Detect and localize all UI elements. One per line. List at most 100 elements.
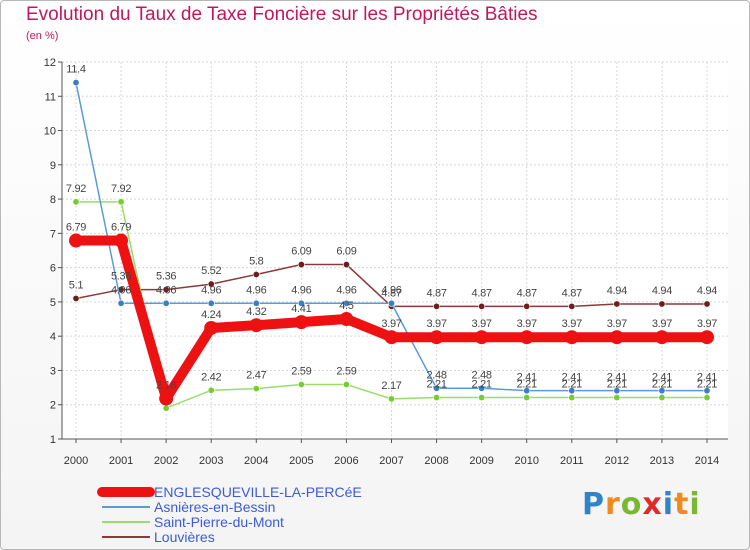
data-label: 2.18: [156, 380, 176, 392]
series-point: [72, 79, 80, 87]
x-tick-label: 2005: [289, 455, 313, 467]
data-label: 2.21: [607, 379, 627, 391]
series-point-englesqueville: [339, 312, 354, 327]
series-point: [433, 384, 441, 392]
data-label: 6.09: [291, 246, 311, 258]
series-point-englesqueville: [114, 233, 129, 248]
data-label: 2.21: [697, 379, 717, 391]
data-label: 3.97: [426, 318, 446, 330]
data-label: 2.21: [562, 379, 582, 391]
y-tick-label: 12: [44, 57, 56, 69]
series-point: [207, 299, 215, 307]
logo-letter: i: [662, 487, 675, 522]
series-point-englesqueville: [294, 315, 309, 330]
data-label: 4.94: [652, 285, 672, 297]
series-point: [433, 394, 441, 402]
series-point: [297, 261, 305, 269]
series-point: [658, 387, 666, 395]
x-tick-label: 2012: [605, 455, 629, 467]
data-label: 2.21: [517, 379, 537, 391]
series-point: [342, 299, 350, 307]
series-point: [252, 270, 260, 278]
series-point: [658, 300, 666, 308]
data-label: 11.4: [66, 64, 86, 76]
x-tick-label: 2007: [379, 455, 403, 467]
y-tick-label: 4: [50, 331, 56, 343]
legend-label: Asnières-en-Bessin: [154, 499, 275, 515]
data-label: 3.97: [517, 318, 537, 330]
series-point-englesqueville: [204, 320, 219, 335]
data-label: 5.8: [249, 255, 264, 267]
data-label: 2.42: [201, 371, 221, 383]
data-label: 4.87: [426, 287, 446, 299]
series-point-englesqueville: [384, 330, 399, 345]
series-point: [297, 381, 305, 389]
series-point: [117, 299, 125, 307]
legend-label: Louvières: [154, 529, 215, 545]
data-label: 2.59: [336, 366, 356, 378]
series-point-englesqueville: [519, 330, 534, 345]
data-label: 4.96: [291, 284, 311, 296]
x-tick-label: 2000: [64, 455, 88, 467]
x-tick-label: 2003: [199, 455, 223, 467]
series-point: [117, 198, 125, 206]
data-label: 5.52: [201, 265, 221, 277]
y-tick-label: 8: [50, 194, 56, 206]
data-label: 6.09: [336, 246, 356, 258]
data-label: 2.48: [426, 369, 446, 381]
data-label: 4.24: [201, 309, 221, 321]
series-point: [252, 299, 260, 307]
data-label: 2.41: [517, 372, 537, 384]
chart-title: Evolution du Taux de Taxe Foncière sur l…: [26, 4, 538, 25]
logo-letter: i: [689, 487, 701, 522]
x-tick-label: 2002: [154, 455, 178, 467]
series-point-englesqueville: [159, 391, 174, 406]
y-tick-label: 3: [50, 365, 56, 377]
proxiti-logo: Proxiti: [582, 487, 701, 522]
logo-letter: t: [674, 487, 690, 522]
series-point: [658, 394, 666, 402]
series-point: [523, 387, 531, 395]
data-label: 4.87: [472, 287, 492, 299]
data-label: 4.96: [201, 284, 221, 296]
data-label: 3.97: [607, 318, 627, 330]
data-label: 6.79: [111, 222, 131, 234]
series-point: [162, 299, 170, 307]
data-label: 4.94: [607, 285, 627, 297]
data-label: 6.79: [66, 222, 86, 234]
y-tick-label: 7: [50, 228, 56, 240]
series-point: [478, 302, 486, 310]
data-label: 7.92: [111, 183, 131, 195]
data-label: 4.41: [291, 303, 311, 315]
series-point: [207, 280, 215, 288]
series-point: [342, 261, 350, 269]
logo-letter: r: [605, 487, 621, 522]
y-tick-label: 2: [50, 400, 56, 412]
data-label: 2.17: [381, 380, 401, 392]
data-label: 5.36: [156, 271, 176, 283]
y-tick-label: 6: [50, 263, 56, 275]
series-point: [478, 394, 486, 402]
series-point: [613, 394, 621, 402]
data-label: 3.97: [697, 318, 717, 330]
series-point: [523, 394, 531, 402]
series-point: [387, 395, 395, 403]
legend-label: Saint-Pierre-du-Mont: [154, 514, 284, 530]
data-label: 3.97: [562, 318, 582, 330]
x-tick-label: 2001: [109, 455, 133, 467]
series-point: [568, 302, 576, 310]
data-label: 4.87: [517, 287, 537, 299]
series-point: [478, 384, 486, 392]
y-tick-label: 1: [50, 434, 56, 446]
series-point: [703, 387, 711, 395]
data-label: 2.41: [562, 372, 582, 384]
x-tick-label: 2011: [560, 455, 584, 467]
series-point: [252, 385, 260, 393]
series-point: [568, 394, 576, 402]
data-label: 2.21: [472, 379, 492, 391]
series-point-englesqueville: [564, 330, 579, 345]
data-label: 7.92: [66, 183, 86, 195]
series-point: [433, 302, 441, 310]
legend-label: ENGLESQUEVILLE-LA-PERCéE: [154, 484, 362, 500]
